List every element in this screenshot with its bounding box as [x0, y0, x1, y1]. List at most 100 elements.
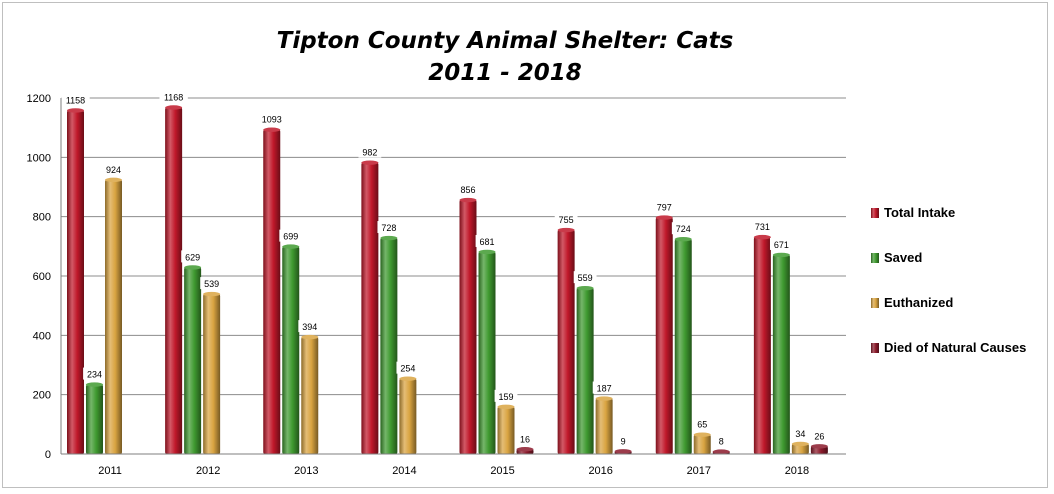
x-tick-label: 2018: [785, 465, 809, 477]
bar-cap: [399, 376, 417, 381]
chart-title-line2: 2011 - 2018: [428, 60, 582, 86]
data-label: 16: [520, 434, 530, 444]
bar-total-intake: [557, 230, 575, 454]
data-label-bg: [456, 183, 480, 196]
bar-total-intake: [459, 200, 477, 454]
data-label: 797: [657, 203, 672, 213]
data-label: 699: [283, 232, 298, 242]
data-label-bg: [516, 432, 534, 445]
bar-euthanized: [497, 406, 515, 454]
data-label: 159: [498, 392, 513, 402]
data-label: 34: [795, 429, 805, 439]
bar-cap: [557, 227, 575, 233]
bar-euthanized: [301, 337, 319, 454]
bar-cap: [203, 291, 221, 297]
bar-cap: [614, 449, 632, 454]
bar-cap: [478, 249, 496, 255]
bar-cap: [380, 235, 398, 241]
y-tick-label: 0: [45, 449, 51, 461]
bar-euthanized: [791, 443, 809, 454]
data-label-bg: [652, 200, 676, 213]
data-label: 234: [87, 370, 102, 380]
data-label-bg: [102, 162, 125, 175]
x-tick-label: 2012: [196, 465, 220, 477]
bar-cap: [263, 127, 281, 132]
bar-cap: [67, 108, 84, 113]
data-label: 9: [621, 436, 626, 446]
bar-total-intake: [753, 237, 771, 454]
legend-label: Saved: [884, 250, 922, 265]
data-label-bg: [671, 222, 695, 235]
data-label-bg: [257, 112, 286, 125]
data-label-bg: [693, 417, 711, 430]
chart-title-line1: Tipton County Animal Shelter: Cats: [277, 28, 734, 54]
bar-cap: [516, 447, 534, 452]
chart-canvas: Tipton County Animal Shelter: Cats 2011 …: [27, 28, 1027, 477]
data-label-bg: [200, 277, 224, 290]
data-label-bg: [475, 234, 499, 247]
legend: Total Intake Saved Euthanized Died of Natur…: [871, 205, 1026, 355]
data-label: 187: [597, 384, 612, 394]
bar-euthanized: [105, 179, 122, 454]
legend-swatch: [871, 253, 879, 263]
bar-euthanized: [399, 378, 417, 454]
data-label: 1158: [66, 95, 85, 105]
data-label: 254: [400, 364, 415, 374]
legend-label: Euthanized: [884, 295, 953, 310]
legend-swatch: [871, 298, 879, 308]
data-label: 982: [362, 148, 377, 158]
bar-cap: [282, 244, 300, 249]
legend-label: Died of Natural Causes: [884, 340, 1026, 355]
chart-frame: Tipton County Animal Shelter: Cats 2011 …: [2, 2, 1048, 488]
data-label-bg: [61, 93, 90, 106]
data-label: 671: [774, 240, 789, 250]
data-label-bg: [396, 361, 420, 374]
data-label: 924: [106, 165, 121, 175]
bar-cap: [165, 105, 183, 110]
legend-swatch: [871, 208, 879, 218]
bar-euthanized: [595, 398, 613, 454]
bar-saved: [772, 254, 790, 454]
bar-saved: [576, 288, 594, 454]
x-tick-label: 2015: [490, 465, 514, 477]
data-label: 559: [578, 273, 593, 283]
bar-cap: [791, 441, 809, 447]
data-label: 731: [755, 222, 770, 232]
bar-euthanized: [693, 434, 711, 454]
x-tick-label: 2011: [98, 465, 122, 477]
data-label: 728: [381, 223, 396, 233]
data-label: 1093: [262, 115, 282, 125]
x-tick-label: 2014: [392, 465, 416, 477]
data-label: 65: [697, 420, 707, 430]
data-label-bg: [181, 250, 205, 263]
bar-cap: [184, 265, 202, 270]
bar-saved: [184, 267, 202, 454]
data-label-bg: [573, 271, 597, 284]
bar-cap: [361, 160, 379, 165]
data-label-bg: [554, 213, 578, 226]
bar-saved: [282, 246, 300, 454]
bar-saved: [478, 251, 496, 454]
bar-cap: [301, 334, 319, 340]
bar-saved: [674, 239, 692, 454]
bar-cap: [576, 285, 594, 291]
x-tick-label: 2017: [687, 465, 711, 477]
data-label: 8: [719, 437, 724, 447]
y-tick-label: 600: [33, 271, 51, 283]
data-label-bg: [279, 229, 303, 242]
data-label: 26: [814, 431, 824, 441]
bar-saved: [380, 238, 398, 454]
bar-cap: [105, 177, 122, 183]
bar-cap: [810, 444, 828, 449]
bar-total-intake: [67, 110, 84, 455]
legend-swatch: [871, 343, 879, 353]
data-label: 394: [302, 322, 317, 332]
bar-cap: [753, 234, 771, 240]
y-tick-label: 400: [33, 330, 51, 342]
data-label-bg: [592, 381, 616, 394]
data-label-bg: [83, 367, 106, 380]
data-label: 856: [460, 185, 475, 195]
x-tick-label: 2013: [294, 465, 318, 477]
bar-cap: [655, 215, 673, 220]
bar-cap: [86, 382, 103, 387]
